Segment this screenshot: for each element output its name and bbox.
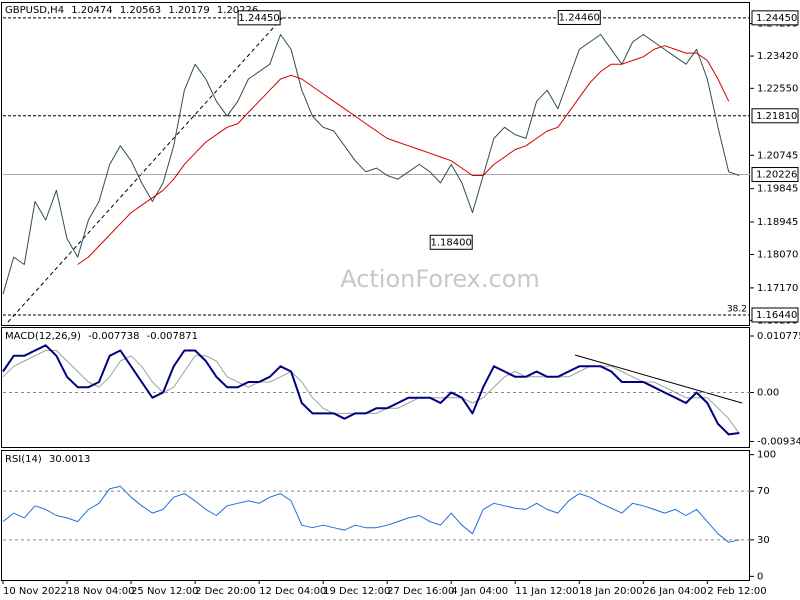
signal-value: -0.007871 xyxy=(147,331,198,342)
y-tick-label: 1.20745 xyxy=(757,150,798,161)
series-line xyxy=(77,45,730,265)
annotation-label: 1.18400 xyxy=(431,237,472,248)
level-box xyxy=(751,307,799,323)
watermark: ActionForex.com xyxy=(340,265,540,293)
y-tick-label: 0.00 xyxy=(757,387,779,398)
x-tick-label: 18 Jan 20:00 xyxy=(579,586,642,597)
price-panel xyxy=(1,2,750,326)
x-tick-label: 11 Jan 12:00 xyxy=(515,586,578,597)
y-tick-label: 1.22550 xyxy=(757,83,798,94)
level-note: 38.2 xyxy=(727,304,747,314)
rsi-value: 30.0013 xyxy=(49,454,90,465)
macd-header: MACD(12,26,9) -0.007738 -0.007871 xyxy=(5,331,198,342)
y-tick-label: 0 xyxy=(757,571,763,582)
series-line xyxy=(2,344,740,436)
x-tick-label: 26 Jan 04:00 xyxy=(643,586,706,597)
x-tick-label: 25 Nov 12:00 xyxy=(131,586,198,597)
y-tick-label: 1.23420 xyxy=(757,51,798,62)
x-tick-label: 12 Dec 04:00 xyxy=(259,586,326,597)
y-tick-label: 100 xyxy=(757,450,776,461)
y-tick-label: -0.009343 xyxy=(757,436,800,447)
level-box xyxy=(751,10,799,26)
high: 1.20563 xyxy=(120,5,161,16)
annotation-label: 1.24450 xyxy=(238,13,279,24)
y-tick-label: 1.17170 xyxy=(757,283,798,294)
x-tick-label: 18 Nov 04:00 xyxy=(67,586,134,597)
level-label: 1.21810 xyxy=(756,111,797,122)
rsi-title: RSI(14) xyxy=(5,454,42,465)
x-tick-label: 2 Feb 12:00 xyxy=(707,586,766,597)
annotation-box xyxy=(429,234,473,250)
current-price-label: 1.20226 xyxy=(756,170,797,181)
macd-trend-line xyxy=(574,354,743,404)
x-tick-label: 27 Dec 16:00 xyxy=(387,586,454,597)
current-price-box xyxy=(751,167,799,183)
x-tick-label: 2 Dec 20:00 xyxy=(195,586,256,597)
y-tick-label: 1.18945 xyxy=(757,217,798,228)
macd-title: MACD(12,26,9) xyxy=(5,331,81,342)
x-tick-label: 4 Jan 04:00 xyxy=(451,586,508,597)
symbol: GBPUSD,H4 xyxy=(5,5,64,16)
rsi-header: RSI(14) 30.0013 xyxy=(5,454,90,465)
level-label: 1.16440 xyxy=(756,310,797,321)
x-tick-label: 10 Nov 2022 xyxy=(3,586,67,597)
macd-value: -0.007738 xyxy=(88,331,139,342)
annotation-label: 1.24460 xyxy=(559,12,600,23)
rsi-panel xyxy=(1,450,750,581)
y-tick-label: 1.19845 xyxy=(757,184,798,195)
y-tick-label: 70 xyxy=(757,486,770,497)
level-label: 1.24450 xyxy=(756,13,797,24)
trend-line xyxy=(7,16,284,323)
x-tick-label: 19 Dec 12:00 xyxy=(323,586,390,597)
open: 1.20474 xyxy=(71,5,112,16)
series-line xyxy=(2,485,740,543)
y-tick-label: 1.18070 xyxy=(757,250,798,261)
y-tick-label: 30 xyxy=(757,535,770,546)
annotation-box xyxy=(237,10,281,26)
price-header: GBPUSD,H4 1.20474 1.20563 1.20179 1.2022… xyxy=(5,5,258,16)
y-tick-label: 0.010775 xyxy=(757,331,800,342)
low: 1.20179 xyxy=(168,5,209,16)
annotation-box xyxy=(557,9,601,25)
macd-panel xyxy=(1,327,750,448)
level-box xyxy=(751,108,799,124)
close: 1.20226 xyxy=(217,5,258,16)
series-line xyxy=(2,34,740,295)
